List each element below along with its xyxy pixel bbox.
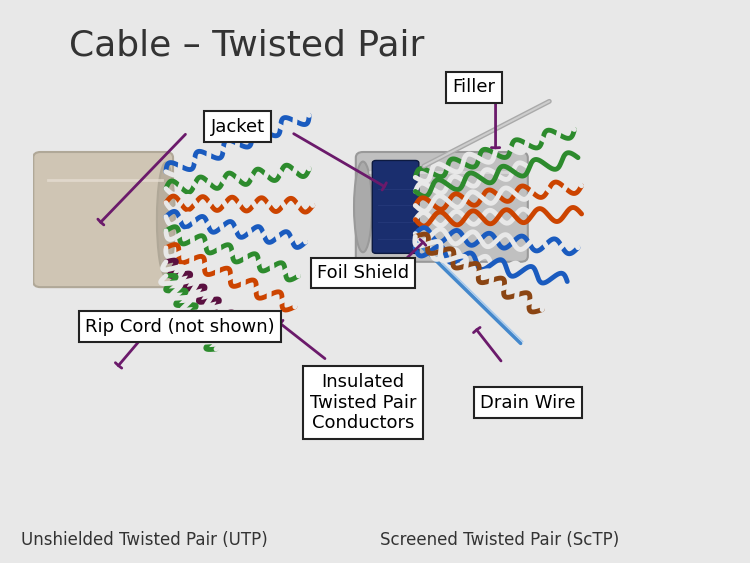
FancyBboxPatch shape <box>372 160 419 253</box>
Text: Jacket: Jacket <box>211 118 265 136</box>
Text: Rip Cord (not shown): Rip Cord (not shown) <box>86 318 275 336</box>
Text: Filler: Filler <box>452 78 496 96</box>
Text: Drain Wire: Drain Wire <box>480 394 575 412</box>
Text: Foil Shield: Foil Shield <box>317 264 409 282</box>
Text: Cable – Twisted Pair: Cable – Twisted Pair <box>69 28 424 62</box>
Ellipse shape <box>157 163 175 276</box>
FancyBboxPatch shape <box>356 152 528 262</box>
Text: Insulated
Twisted Pair
Conductors: Insulated Twisted Pair Conductors <box>310 373 416 432</box>
Text: Screened Twisted Pair (ScTP): Screened Twisted Pair (ScTP) <box>380 531 619 549</box>
FancyBboxPatch shape <box>33 152 173 287</box>
Ellipse shape <box>354 162 372 252</box>
Text: Unshielded Twisted Pair (UTP): Unshielded Twisted Pair (UTP) <box>21 531 268 549</box>
